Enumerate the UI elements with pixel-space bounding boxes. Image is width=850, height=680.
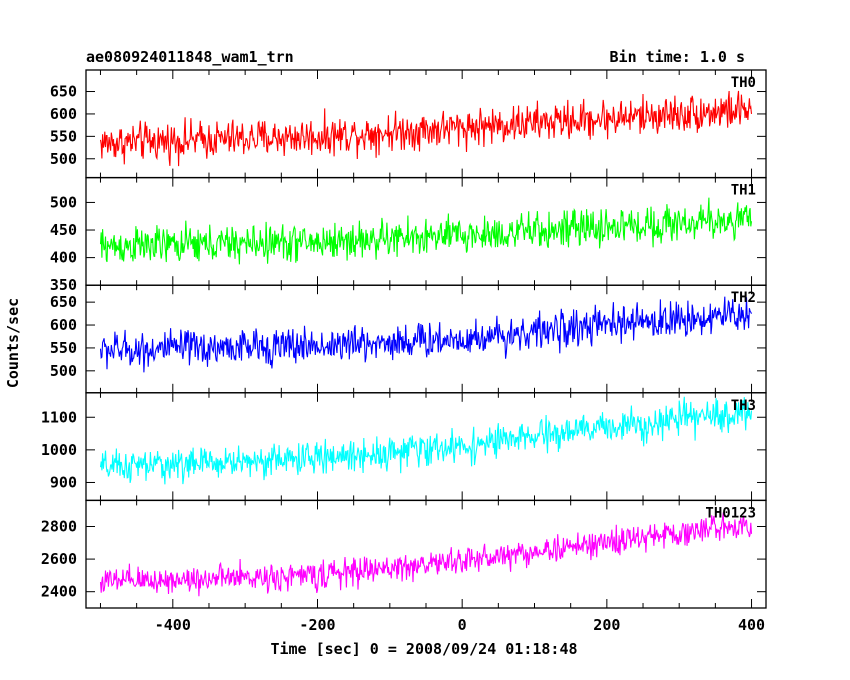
y-tick-label: 2600 [41,550,77,568]
y-tick-label: 650 [50,83,77,101]
panel-label-th3: TH3 [731,398,756,414]
panel-frame [85,499,767,609]
panel-th2: 500 550 600 650 TH2 [50,284,767,394]
x-axis-title: Time [sec] 0 = 2008/09/24 01:18:48 [270,640,577,658]
panels: 500 550 600 650 TH0 350 400 450 500 TH1 500 550 600 6… [41,69,767,609]
y-tick-label: 550 [50,127,77,145]
bin-time-label: Bin time: 1.0 s [610,48,745,66]
y-tick-label: 500 [50,193,77,211]
panel-label-th1: TH1 [731,183,756,199]
y-tick-label: 900 [50,473,77,491]
panel-label-th0123: TH0123 [705,505,756,521]
y-tick-label: 600 [50,105,77,123]
series-line-th1 [99,197,753,265]
y-tick-label: 550 [50,339,77,357]
series-line-th0123 [99,512,753,597]
y-tick-label: 2800 [41,517,77,535]
y-tick-label: 600 [50,316,77,334]
y-tick-label: 350 [50,276,77,294]
panel-label-th0: TH0 [731,75,756,91]
panel-th0: 500 550 600 650 TH0 [50,69,767,179]
x-tick-label: 400 [738,616,765,634]
y-axis-title: Counts/sec [4,298,22,388]
panel-label-th2: TH2 [731,290,756,306]
y-tick-label: 400 [50,249,77,267]
x-tick-label: -200 [299,616,335,634]
y-tick-label: 2400 [41,583,77,601]
x-tick-label: 0 [458,616,467,634]
panel-th0123: 2400 2600 2800 TH0123 [41,499,767,609]
panel-th3: 900 1000 1100 TH3 [41,392,767,502]
x-tick-label: -400 [155,616,191,634]
series-line-th3 [99,396,753,485]
panel-th1: 350 400 450 500 TH1 [50,176,767,294]
y-tick-label: 650 [50,293,77,311]
x-tick-label: 200 [593,616,620,634]
y-tick-label: 500 [50,362,77,380]
y-tick-label: 1100 [41,408,77,426]
y-tick-label: 500 [50,150,77,168]
y-tick-label: 1000 [41,441,77,459]
x-axis: -400 -200 0 200 400 [155,616,765,634]
y-tick-label: 450 [50,221,77,239]
panel-frame [85,392,767,502]
series-line-th0 [99,90,753,167]
series-line-th2 [99,296,752,373]
chart-title: ae080924011848_wam1_trn [86,48,294,66]
